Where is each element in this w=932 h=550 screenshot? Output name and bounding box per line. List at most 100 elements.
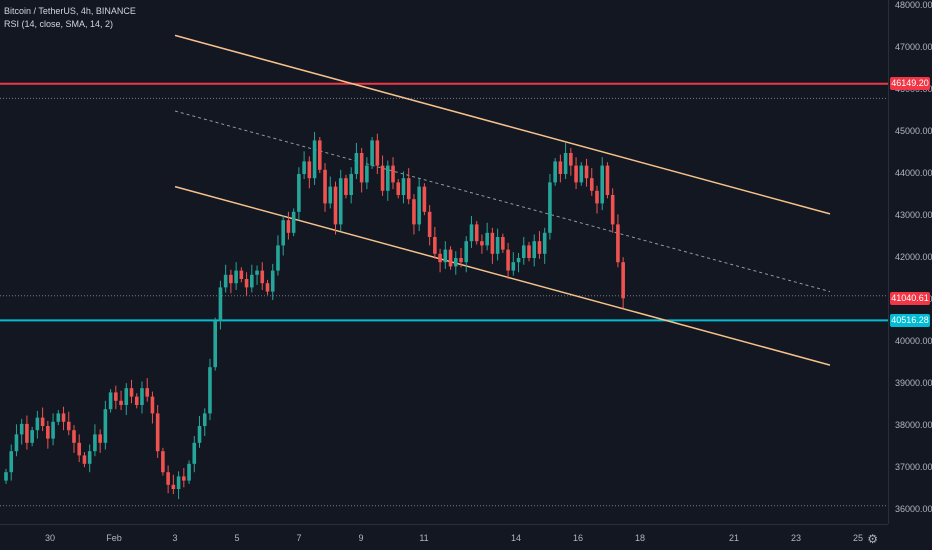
candle-body[interactable] [56,413,61,422]
candle-body[interactable] [108,392,113,410]
candle-body[interactable] [354,153,359,174]
candle-body[interactable] [244,279,249,288]
candle-body[interactable] [234,270,238,284]
gear-icon[interactable]: ⚙ [867,532,878,546]
candle-body[interactable] [260,270,265,284]
candle-body[interactable] [192,442,197,464]
candle-body[interactable] [490,232,495,254]
candle-body[interactable] [495,237,500,254]
candle-body[interactable] [281,220,285,246]
candle-body[interactable] [542,232,547,254]
candle-body[interactable] [134,396,139,405]
candle-body[interactable] [595,190,599,204]
candle-body[interactable] [537,241,542,254]
candle-body[interactable] [93,434,97,452]
candle-body[interactable] [579,165,584,183]
candle-body[interactable] [286,220,291,233]
candle-body[interactable] [302,161,306,174]
candle-body[interactable] [255,270,259,275]
time-axis[interactable]: ⚙ 30 Feb 3 5 7 9 11 14 16 18 21 23 25 [0,524,888,550]
candle-body[interactable] [98,434,102,443]
candle-body[interactable] [155,413,160,452]
candle-body[interactable] [433,237,437,254]
candle-body[interactable] [521,245,526,258]
candle-body[interactable] [229,274,233,284]
candle-body[interactable] [511,262,516,271]
candle-body[interactable] [4,472,8,481]
candle-body[interactable] [474,224,479,242]
candle-body[interactable] [82,455,87,464]
candle-body[interactable] [406,178,411,200]
candle-body[interactable] [375,140,380,166]
price-axis[interactable]: 48000.0047000.0046000.0045000.0044000.00… [888,0,932,524]
candle-body[interactable] [365,165,369,183]
candle-body[interactable] [239,270,244,279]
candle-body[interactable] [448,249,453,267]
candle-body[interactable] [506,249,510,271]
candle-body[interactable] [417,186,421,225]
candle-body[interactable] [501,237,505,250]
chart-area[interactable]: Bitcoin / TetherUS, 4h, BINANCE RSI (14,… [0,0,888,524]
candle-body[interactable] [323,169,327,204]
candle-body[interactable] [77,442,82,456]
candle-body[interactable] [453,258,458,267]
candle-body[interactable] [171,484,176,489]
candle-body[interactable] [140,388,144,405]
candle-body[interactable] [307,161,312,179]
candle-body[interactable] [187,463,191,481]
candle-body[interactable] [621,262,625,299]
candle-body[interactable] [553,161,557,183]
candle-body[interactable] [569,153,573,166]
candle-body[interactable] [265,283,270,292]
candle-body[interactable] [114,392,118,401]
candle-body[interactable] [197,426,202,443]
candle-body[interactable] [464,241,469,263]
candle-body[interactable] [380,165,385,191]
candle-body[interactable] [616,224,620,263]
candle-body[interactable] [35,417,40,431]
candle-body[interactable] [66,421,71,431]
candle-body[interactable] [61,413,66,422]
candle-body[interactable] [459,258,463,263]
candle-body[interactable] [145,388,150,397]
candle-body[interactable] [563,153,568,174]
candle-body[interactable] [391,165,395,183]
candle-body[interactable] [250,274,254,288]
candle-body[interactable] [213,321,217,368]
candle-body[interactable] [51,421,55,439]
candle-body[interactable] [291,211,296,233]
candle-body[interactable] [443,249,448,263]
candle-body[interactable] [589,178,594,191]
channel-lower-line[interactable] [174,185,831,366]
candle-body[interactable] [527,245,531,258]
candle-body[interactable] [161,451,165,473]
candle-body[interactable] [318,140,322,170]
candle-body[interactable] [19,423,24,435]
candle-body[interactable] [401,178,406,195]
candle-body[interactable] [438,253,442,263]
candle-body[interactable] [166,472,170,485]
candle-body[interactable] [485,232,489,246]
candle-body[interactable] [333,186,338,225]
candle-body[interactable] [124,388,129,405]
candle-body[interactable] [532,241,537,258]
candle-body[interactable] [87,451,92,464]
candle-body[interactable] [14,434,19,452]
candle-body[interactable] [46,426,50,439]
candle-body[interactable] [548,182,552,233]
candle-body[interactable] [103,409,108,443]
candle-body[interactable] [223,274,228,288]
candle-body[interactable] [396,182,401,195]
candle-body[interactable] [422,186,427,212]
candle-body[interactable] [270,270,275,292]
candle-body[interactable] [574,165,578,183]
candle-body[interactable] [129,388,134,397]
candle-body[interactable] [208,367,212,414]
candle-body[interactable] [150,396,155,414]
candle-body[interactable] [312,140,317,179]
candle-body[interactable] [72,430,76,443]
candle-body[interactable] [119,400,123,405]
candle-body[interactable] [516,258,521,263]
candle-body[interactable] [182,476,186,481]
candle-body[interactable] [218,287,223,321]
